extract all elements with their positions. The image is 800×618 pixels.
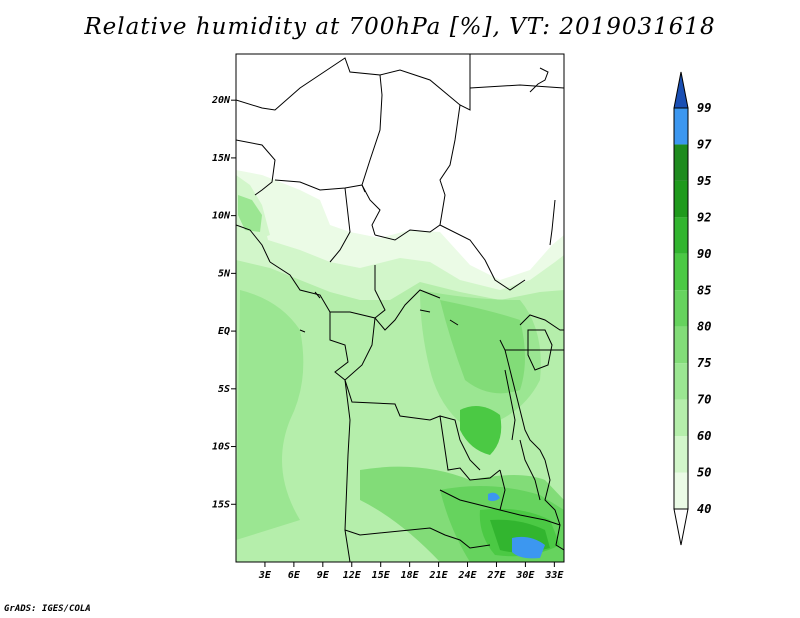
lake-outline: [419, 309, 431, 313]
lat-tick-label: 15N: [212, 153, 231, 164]
colorbar-segment: [674, 290, 688, 327]
colorbar-segment: [674, 108, 688, 145]
colorbar-segment: [674, 180, 688, 218]
lat-tick-label: 10N: [212, 211, 231, 222]
lon-tick-label: 6E: [288, 570, 301, 581]
lon-tick-label: 24E: [457, 570, 477, 581]
colorbar-label: 80: [697, 320, 711, 334]
border-line: [274, 179, 363, 191]
lon-tick-label: 27E: [486, 570, 506, 581]
lat-tick-label: 10S: [212, 442, 230, 453]
colorbar-segment: [674, 326, 688, 364]
border-line: [374, 265, 386, 319]
border-line: [329, 312, 349, 381]
colorbar-segment: [674, 363, 688, 400]
lat-tick-label: 5N: [218, 268, 231, 279]
colorbar-label: 40: [697, 502, 711, 516]
colorbar-over-triangle: [673, 71, 689, 109]
border-line: [344, 529, 351, 562]
colorbar-label: 50: [697, 466, 711, 480]
colorbar-segment: [674, 472, 688, 509]
map-panel: 20N 15N 10N 5N EQ 5S 10S 15S 3E 6E 9E 12E 15E 18E 21E…: [211, 53, 565, 581]
lake-outline: [314, 291, 321, 299]
lon-tick-label: 21E: [429, 570, 449, 581]
humidity-level-70-area: [236, 290, 304, 540]
border-line: [379, 54, 471, 111]
grads-credit: GrADS: IGES/COLA: [4, 604, 91, 614]
border-line: [236, 224, 271, 263]
map-frame: [235, 53, 565, 563]
humidity-level-70-area-north: [238, 195, 262, 232]
humidity-level-85-area: [460, 406, 502, 455]
colorbar-under-triangle: [673, 508, 689, 546]
lon-tick-label: 18E: [401, 570, 420, 581]
colorbar-frame: [673, 107, 689, 510]
border-line: [329, 187, 351, 263]
border-line: [469, 84, 564, 89]
lake-outline: [299, 329, 306, 333]
colorbar-label: 70: [697, 393, 711, 407]
colorbar-label: 90: [697, 247, 711, 261]
colorbar-label: 95: [697, 174, 711, 188]
lat-tick-label: EQ: [218, 326, 230, 337]
humidity-level-97-area: [512, 536, 545, 559]
border-line: [344, 317, 501, 481]
lat-tick-label: 15S: [212, 499, 230, 510]
border-line: [236, 139, 276, 196]
longitude-axis: 3E 6E 9E 12E 15E 18E 21E 24E 27E 30E 33E: [258, 562, 564, 581]
lon-tick-label: 3E: [258, 570, 272, 581]
colorbar-segment: [674, 436, 688, 473]
colorbar-segment: [674, 144, 688, 181]
humidity-level-75-area: [440, 300, 525, 394]
humidity-level-97-area-b: [488, 492, 500, 502]
colorbar: 40 50 60 70 75 80 85 90 92 95 97 99: [673, 71, 712, 546]
colorbar-label: 85: [697, 283, 711, 297]
border-line: [344, 379, 491, 549]
lat-tick-label: 20N: [211, 95, 231, 106]
lon-tick-label: 33E: [544, 570, 564, 581]
colorbar-label: 97: [697, 137, 712, 151]
colorbar-label: 75: [697, 356, 711, 370]
colorbar-label: 99: [697, 101, 711, 115]
colorbar-label: 92: [697, 210, 711, 224]
lake-outline: [519, 439, 541, 501]
lon-tick-label: 9E: [317, 570, 330, 581]
latitude-axis: 20N 15N 10N 5N EQ 5S 10S 15S: [211, 95, 236, 510]
border-line: [519, 314, 564, 331]
humidity-fill: [236, 170, 564, 562]
border-line: [499, 339, 546, 461]
lon-tick-label: 30E: [515, 570, 535, 581]
lon-tick-label: 12E: [343, 570, 362, 581]
colorbar-segment: [674, 217, 688, 254]
lat-tick-label: 5S: [218, 384, 230, 395]
border-line: [374, 224, 526, 291]
lake-outline: [527, 329, 553, 371]
map-title: Relative humidity at 700hPa [%], VT: 201…: [84, 14, 716, 40]
border-line: [544, 459, 564, 551]
colorbar-segment: [674, 253, 688, 291]
colorbar-label: 60: [697, 429, 711, 443]
border-line: [236, 57, 383, 193]
lake-outline: [504, 369, 516, 441]
border-line: [549, 199, 556, 246]
border-line: [439, 415, 481, 471]
lon-tick-label: 15E: [372, 570, 391, 581]
border-line: [439, 104, 461, 226]
colorbar-segment: [674, 399, 688, 437]
lake-outline: [449, 319, 459, 326]
border-line: [499, 469, 506, 511]
border-line: [361, 184, 381, 236]
border-line: [269, 261, 441, 331]
country-borders: [236, 54, 564, 562]
border-line: [529, 67, 549, 93]
